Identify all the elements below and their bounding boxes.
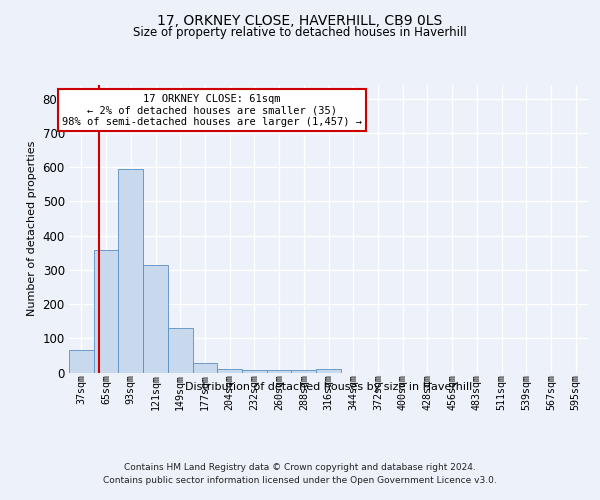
Bar [316,369,341,372]
Bar [292,370,316,372]
Text: Contains HM Land Registry data © Crown copyright and database right 2024.: Contains HM Land Registry data © Crown c… [124,462,476,471]
Bar [118,169,143,372]
Text: Size of property relative to detached houses in Haverhill: Size of property relative to detached ho… [133,26,467,39]
Bar [193,364,217,372]
Y-axis label: Number of detached properties: Number of detached properties [27,141,37,316]
Text: Contains public sector information licensed under the Open Government Licence v3: Contains public sector information licen… [103,476,497,485]
Bar [69,350,94,372]
Bar [217,369,242,372]
Text: 17 ORKNEY CLOSE: 61sqm
← 2% of detached houses are smaller (35)
98% of semi-deta: 17 ORKNEY CLOSE: 61sqm ← 2% of detached … [62,94,362,127]
Bar [242,370,267,372]
Bar [143,264,168,372]
Text: 17, ORKNEY CLOSE, HAVERHILL, CB9 0LS: 17, ORKNEY CLOSE, HAVERHILL, CB9 0LS [157,14,443,28]
Bar [168,328,193,372]
Text: Distribution of detached houses by size in Haverhill: Distribution of detached houses by size … [185,382,472,392]
Bar [94,250,118,372]
Bar [267,370,292,372]
